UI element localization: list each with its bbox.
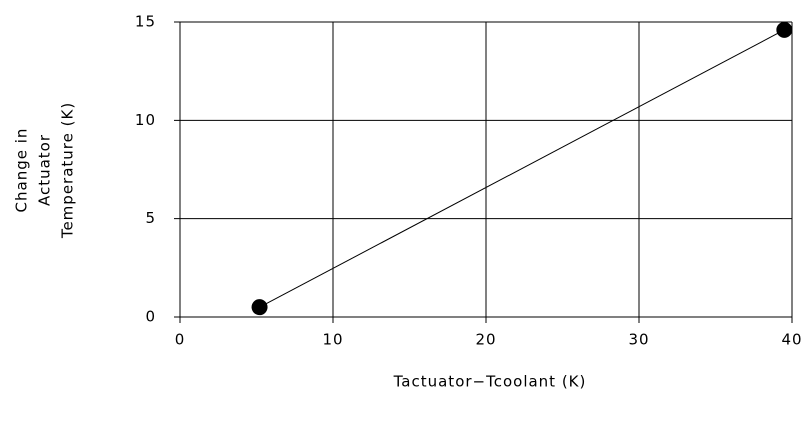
- x-axis-label: Tactuator−Tcoolant (K): [393, 373, 587, 391]
- x-tick-label: 20: [475, 331, 496, 349]
- y-tick-label: 0: [145, 308, 156, 326]
- x-tick-label: 10: [322, 331, 343, 349]
- x-tick-label: 40: [781, 331, 802, 349]
- data-line: [259, 29, 785, 308]
- data-point: [776, 21, 793, 38]
- x-tick-label: 0: [175, 331, 186, 349]
- y-tick-label: 15: [135, 13, 156, 31]
- y-tick-label: 10: [135, 111, 156, 129]
- x-tick-label: 30: [628, 331, 649, 349]
- y-axis-label: Temperature (K): [59, 102, 77, 239]
- y-tick-label: 5: [145, 209, 156, 227]
- data-point: [251, 299, 268, 316]
- y-axis-label: Actuator: [36, 134, 54, 206]
- y-axis-label: Change in: [13, 128, 31, 213]
